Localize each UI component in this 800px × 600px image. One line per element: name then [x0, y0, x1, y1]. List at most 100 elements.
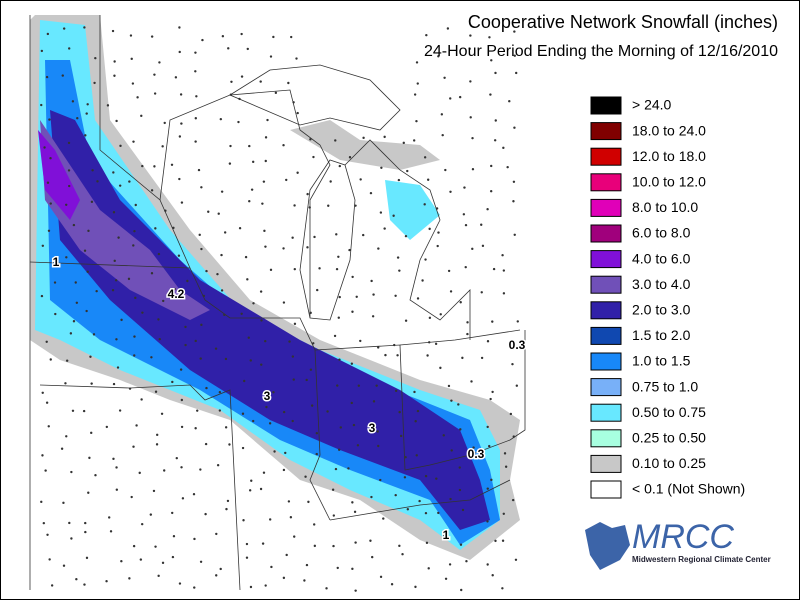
station-dot — [180, 466, 183, 469]
station-dot — [460, 588, 463, 592]
station-dot — [153, 165, 156, 168]
station-dot — [40, 294, 44, 298]
station-dot — [132, 544, 136, 548]
station-dot — [412, 139, 416, 142]
station-dot — [237, 120, 240, 124]
station-dot — [486, 340, 490, 343]
station-dot — [312, 342, 315, 345]
station-dot — [490, 59, 493, 62]
station-dot — [180, 122, 183, 125]
station-dot — [220, 190, 224, 193]
station-dot — [449, 290, 453, 293]
legend-label: 10.0 to 12.0 — [632, 174, 706, 190]
station-dot — [355, 295, 358, 299]
station-dot — [416, 82, 419, 85]
station-dot — [87, 491, 90, 494]
station-dot — [415, 454, 418, 457]
station-dot — [70, 537, 73, 540]
station-dot — [90, 431, 93, 435]
station-dot — [288, 340, 291, 343]
station-dot — [282, 410, 286, 414]
station-dot — [310, 404, 314, 407]
station-dot — [134, 296, 137, 300]
station-dot — [347, 467, 350, 470]
station-dot — [380, 166, 383, 169]
station-dot — [292, 378, 295, 381]
station-dot — [415, 61, 419, 64]
station-dot — [178, 582, 182, 585]
station-dot — [442, 534, 446, 537]
station-dot — [461, 356, 464, 360]
station-dot — [250, 188, 254, 191]
station-dot — [173, 287, 176, 291]
station-dot — [48, 118, 51, 121]
station-dot — [131, 82, 135, 85]
station-dot — [428, 316, 432, 320]
station-dot — [85, 556, 89, 560]
station-dot — [449, 190, 452, 194]
station-dot — [350, 362, 354, 365]
station-dot — [263, 229, 266, 233]
station-dot — [140, 398, 143, 401]
station-dot — [398, 544, 401, 548]
station-dot — [193, 537, 196, 541]
station-dot — [133, 354, 136, 357]
station-dot — [326, 410, 329, 413]
station-dot — [46, 32, 50, 36]
station-dot — [139, 558, 143, 561]
station-dot — [154, 227, 157, 230]
station-dot — [199, 560, 203, 563]
station-dot — [247, 336, 250, 339]
station-dot — [413, 390, 416, 394]
station-dot — [74, 281, 77, 284]
station-dot — [486, 520, 489, 523]
station-dot — [225, 507, 228, 511]
station-dot — [335, 233, 338, 236]
station-dot — [115, 338, 118, 341]
station-dot — [443, 76, 446, 79]
station-dot — [399, 434, 403, 438]
station-dot — [439, 366, 442, 370]
station-dot — [480, 223, 483, 226]
station-dot — [424, 258, 427, 261]
station-dot — [309, 368, 313, 371]
station-dot — [282, 143, 285, 147]
station-dot — [398, 410, 401, 414]
station-dot — [120, 560, 123, 563]
station-dot — [65, 256, 68, 259]
station-dot — [115, 119, 118, 123]
station-dot — [238, 227, 242, 230]
station-dot — [383, 227, 386, 230]
logo-name: MRCC — [632, 518, 734, 556]
station-dot — [116, 366, 120, 369]
station-dot — [163, 121, 166, 125]
station-dot — [266, 118, 269, 122]
station-dot — [199, 357, 202, 360]
station-dot — [149, 513, 153, 516]
station-dot — [245, 542, 249, 546]
legend-swatch — [590, 480, 622, 499]
station-dot — [41, 244, 45, 248]
station-dot — [62, 564, 66, 567]
station-dot — [494, 539, 497, 543]
station-dot — [141, 164, 144, 168]
station-dot — [339, 426, 342, 429]
station-dot — [375, 384, 378, 387]
map-label: 4.2 — [168, 287, 185, 301]
legend-label: 1.0 to 1.5 — [632, 353, 691, 369]
station-dot — [164, 209, 167, 212]
station-dot — [394, 389, 398, 393]
station-dot — [348, 248, 351, 252]
station-dot — [229, 93, 233, 96]
station-dot — [313, 235, 316, 239]
station-dot — [318, 267, 321, 270]
station-dot — [425, 33, 428, 37]
legend-label: 1.5 to 2.0 — [632, 327, 691, 343]
station-dot — [111, 29, 115, 33]
station-dot — [205, 269, 208, 273]
station-dot — [441, 133, 444, 137]
station-dot — [172, 226, 175, 230]
station-dot — [112, 171, 115, 174]
station-dot — [227, 47, 230, 50]
